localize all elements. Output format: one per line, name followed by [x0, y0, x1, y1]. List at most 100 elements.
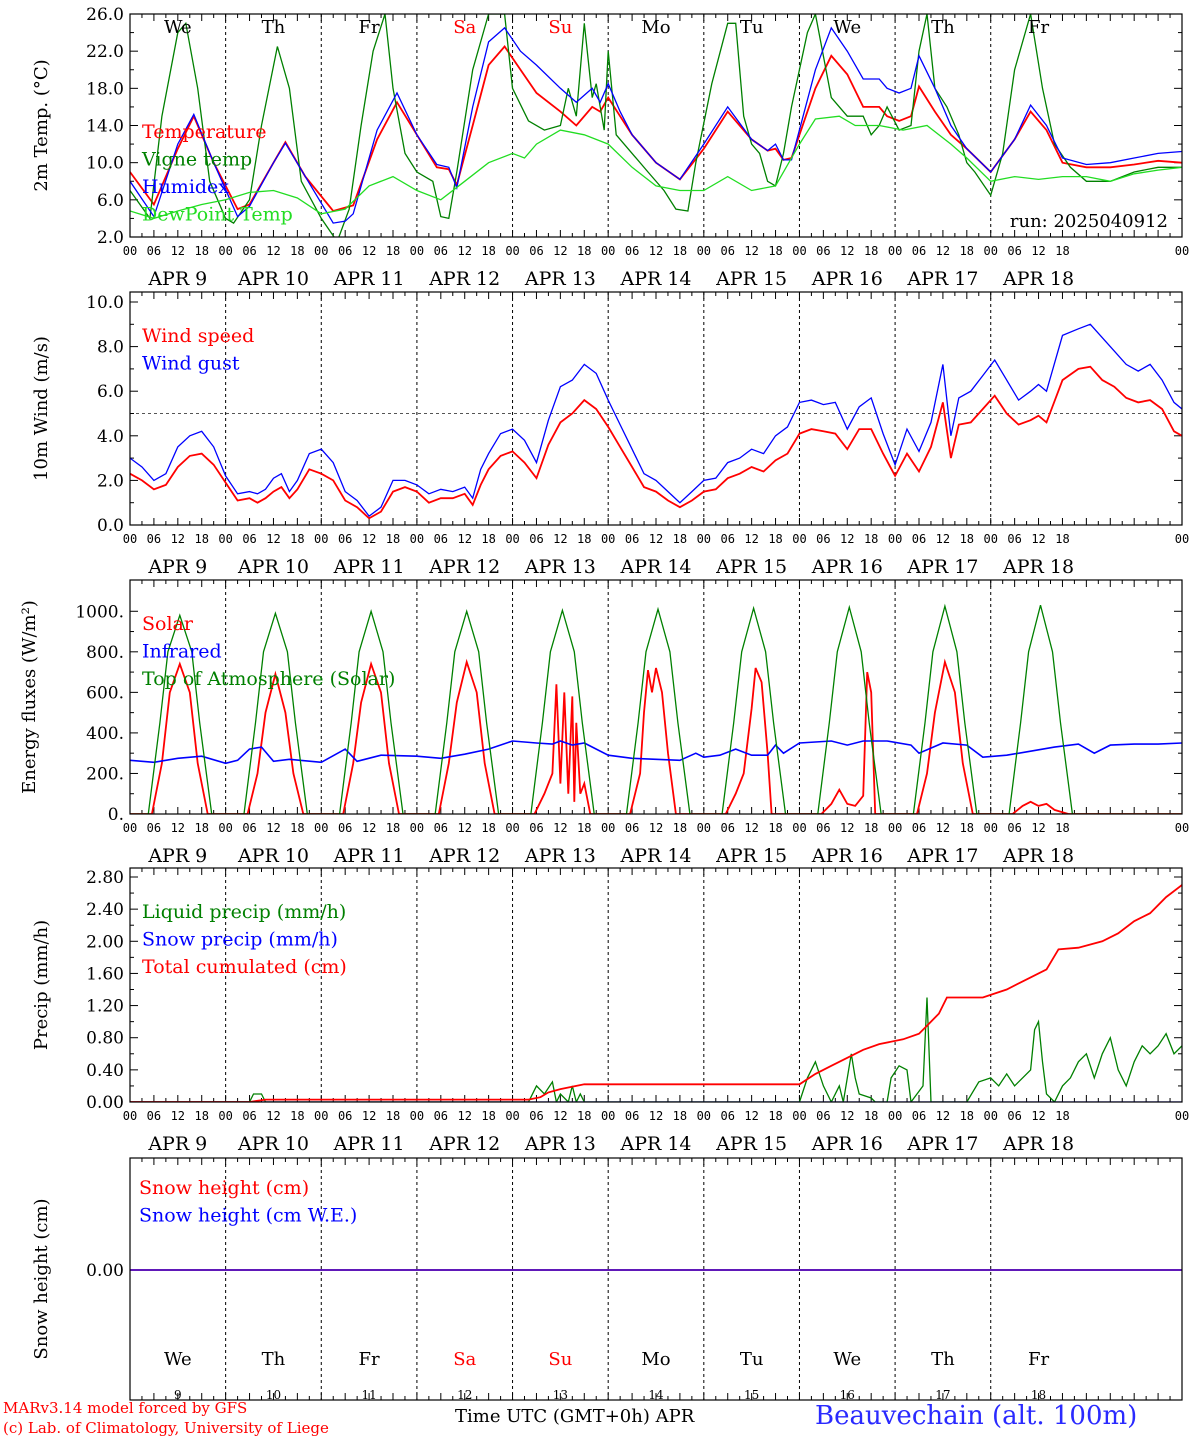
plot-frame [129, 579, 1183, 815]
hour-label: 12 [553, 532, 567, 546]
hour-label: 00 [410, 1109, 424, 1123]
hour-label: 12 [553, 1109, 567, 1123]
day-name-top: Th [931, 17, 955, 38]
date-label: APR 15 [715, 268, 787, 290]
hour-label: 06 [1007, 244, 1021, 258]
hour-label: 00 [1175, 821, 1189, 835]
hour-label: 06 [338, 821, 352, 835]
hour-label: 06 [242, 1109, 256, 1123]
day-name-bottom: Th [931, 1349, 955, 1370]
run-label: run: 2025040912 [1010, 211, 1168, 232]
hour-label: 18 [577, 244, 591, 258]
hour-label: 12 [840, 821, 854, 835]
date-label: APR 12 [428, 268, 500, 290]
hour-label: 00 [984, 244, 998, 258]
hour-label: 00 [410, 821, 424, 835]
y-tick-label: 26.0 [86, 5, 124, 25]
day-name-top: We [833, 17, 861, 38]
date-label: APR 16 [811, 845, 883, 867]
hour-label: 00 [505, 532, 519, 546]
day-number: 17 [935, 1388, 950, 1402]
hour-label: 12 [458, 821, 472, 835]
y-tick-label: 2.0 [97, 228, 124, 248]
hour-label: 00 [505, 821, 519, 835]
hour-label: 06 [529, 821, 543, 835]
y-tick-label: 2.40 [86, 900, 124, 920]
hour-label: 18 [864, 532, 878, 546]
hour-label: 06 [912, 821, 926, 835]
legend-entry: Humidex [142, 176, 229, 198]
station-title: Beauvechain (alt. 100m) [815, 1401, 1138, 1431]
hour-label: 18 [864, 244, 878, 258]
hour-label: 18 [386, 821, 400, 835]
series-line-infrared [130, 740, 1182, 765]
y-tick-label: 10.0 [86, 154, 124, 174]
day-name-bottom: Tu [740, 1349, 764, 1370]
date-label: APR 9 [147, 1133, 207, 1155]
hour-label: 18 [290, 244, 304, 258]
hour-label: 06 [816, 821, 830, 835]
series-group [130, 14, 1182, 237]
hour-label: 18 [1055, 821, 1069, 835]
hour-label: 00 [314, 1109, 328, 1123]
hour-label: 18 [577, 532, 591, 546]
day-name-bottom: We [833, 1349, 861, 1370]
series-group [130, 603, 1182, 814]
series-line-top-of-atmosphere-solar [130, 603, 1182, 814]
day-number: 14 [648, 1388, 664, 1402]
hour-label: 06 [625, 244, 639, 258]
day-number: 12 [457, 1388, 472, 1402]
hour-label: 06 [721, 821, 735, 835]
y-tick-label: 6.0 [97, 191, 124, 211]
hour-label: 00 [888, 532, 902, 546]
y-axis-title: 2m Temp. (°C) [31, 59, 52, 191]
hour-label: 12 [840, 1109, 854, 1123]
day-number: 9 [174, 1388, 182, 1402]
hour-label: 00 [218, 244, 232, 258]
hour-label: 12 [266, 1109, 280, 1123]
hour-label: 00 [123, 1109, 137, 1123]
hour-label: 00 [1175, 1109, 1189, 1123]
hour-label: 00 [123, 821, 137, 835]
y-axis-title: Energy fluxes (W/m²) [19, 600, 40, 794]
y-tick-label: 0.00 [86, 1093, 124, 1113]
hour-label: 00 [601, 1109, 615, 1123]
hour-label: 18 [481, 1109, 495, 1123]
y-tick-label: 600. [86, 683, 124, 703]
date-label: APR 13 [524, 556, 596, 578]
date-label: APR 18 [1002, 1133, 1074, 1155]
hour-label: 06 [434, 532, 448, 546]
hour-label: 12 [458, 1109, 472, 1123]
series-line-solar [130, 658, 1182, 814]
plot-frame [129, 867, 1183, 1103]
day-name-top: Su [548, 17, 572, 38]
day-name-top: Th [262, 17, 286, 38]
hour-label: 06 [625, 821, 639, 835]
y-tick-label: 0. [108, 805, 124, 825]
y-tick-label: 22.0 [86, 42, 124, 62]
hour-label: 18 [195, 1109, 209, 1123]
hour-label: 00 [601, 821, 615, 835]
hour-label: 18 [195, 532, 209, 546]
date-label: APR 12 [428, 1133, 500, 1155]
legend-entry: DewPoint Temp [142, 204, 293, 226]
hour-label: 12 [744, 1109, 758, 1123]
legend-entry: Snow precip (mm/h) [142, 929, 338, 951]
date-label: APR 16 [811, 268, 883, 290]
hour-label: 12 [362, 1109, 376, 1123]
hour-label: 18 [864, 821, 878, 835]
day-number: 11 [361, 1388, 376, 1402]
hour-label: 06 [434, 821, 448, 835]
series-line-vigne-temp [130, 14, 1182, 237]
hour-label: 06 [529, 1109, 543, 1123]
day-name-bottom: Sa [453, 1349, 476, 1370]
date-label: APR 15 [715, 845, 787, 867]
date-label: APR 18 [1002, 268, 1074, 290]
hour-label: 12 [936, 1109, 950, 1123]
hour-label: 12 [171, 1109, 185, 1123]
hour-label: 06 [1007, 532, 1021, 546]
hour-label: 12 [266, 532, 280, 546]
hour-label: 12 [362, 244, 376, 258]
y-axis-title: Precip (mm/h) [31, 920, 52, 1050]
hour-label: 06 [816, 1109, 830, 1123]
